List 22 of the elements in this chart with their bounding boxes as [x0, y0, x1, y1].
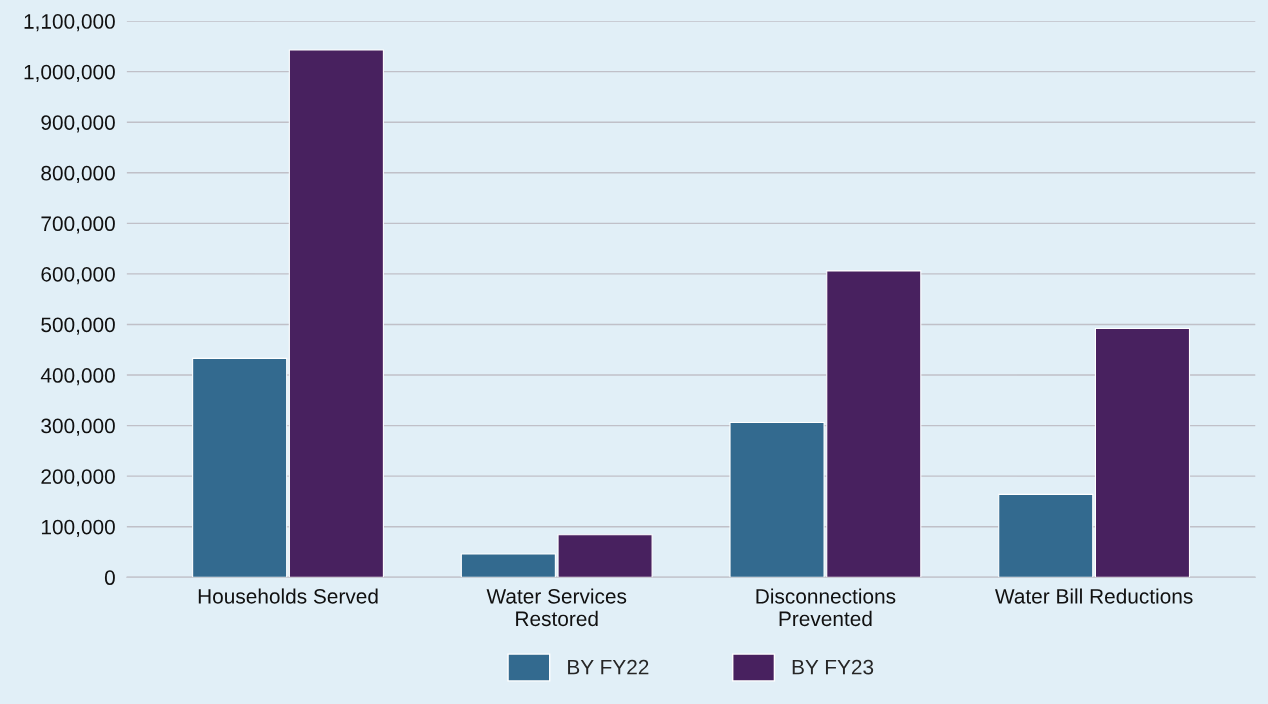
legend-label: BY FY23: [792, 659, 874, 675]
x-tick-label: Water Services Restored: [486, 588, 627, 627]
y-tick-label: 200,000: [41, 469, 115, 487]
y-tick-label: 1,000,000: [24, 64, 115, 82]
y-tick-label: 300,000: [41, 418, 115, 436]
bar: [288, 49, 384, 578]
x-tick-label: Disconnections Prevented: [756, 588, 896, 627]
x-tick-label: Households Served: [198, 588, 378, 604]
y-tick-label: 800,000: [41, 165, 115, 184]
legend-label: BY FY22: [568, 659, 649, 675]
y-tick-label: 900,000: [41, 115, 115, 133]
y-tick-label: 0: [104, 570, 115, 586]
y-tick-label: 500,000: [41, 317, 115, 335]
y-tick-label: 700,000: [41, 216, 115, 234]
y-tick-label: 600,000: [41, 266, 115, 285]
bar: [1094, 327, 1191, 578]
x-tick-label: Water Bill Reductions: [995, 588, 1193, 604]
y-tick-label: 100,000: [41, 519, 115, 537]
y-tick-label: 1,100,000: [24, 14, 115, 32]
bar: [192, 357, 288, 578]
y-tick-label: 400,000: [40, 368, 115, 386]
bar: [998, 493, 1094, 578]
